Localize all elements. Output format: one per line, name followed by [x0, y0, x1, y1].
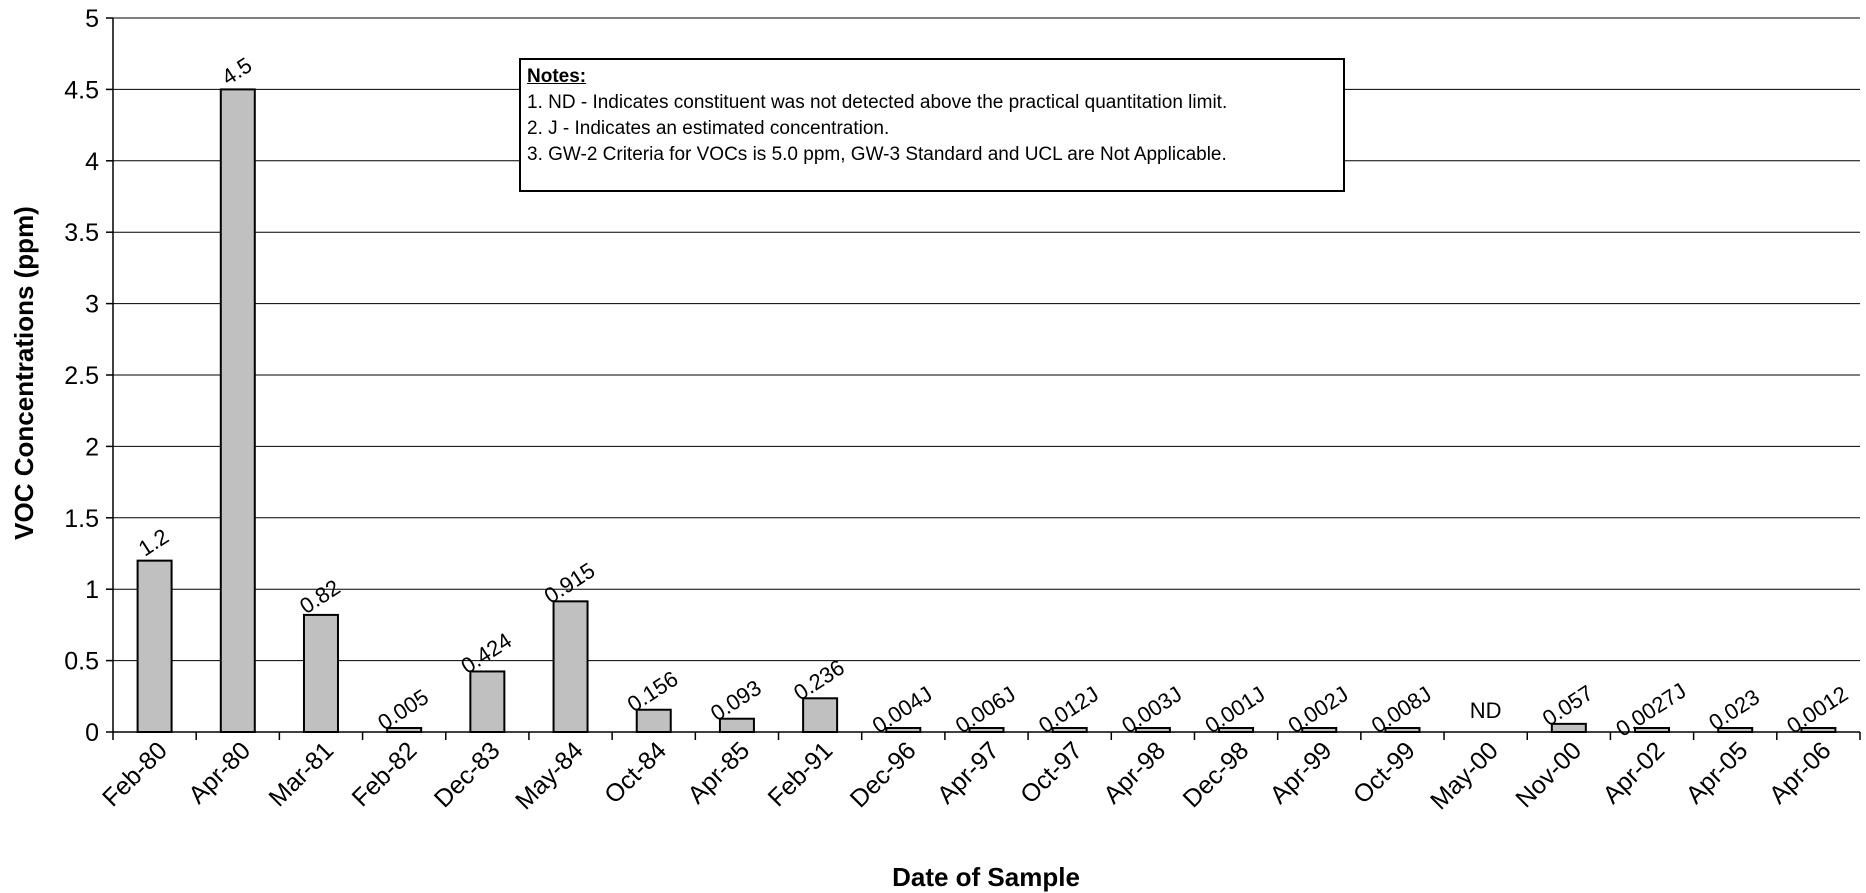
y-tick-label: 4 [85, 148, 99, 176]
y-tick-label: 1.5 [64, 505, 99, 533]
x-tick-label: May-00 [1425, 736, 1504, 815]
note-item-3: 3. GW-2 Criteria for VOCs is 5.0 ppm, GW… [527, 144, 1227, 165]
notes-box: Notes: 1. ND - Indicates constituent was… [519, 58, 1345, 192]
x-tick-label: Apr-99 [1265, 736, 1338, 809]
data-label: 4.5 [217, 52, 256, 90]
x-tick-label: Apr-97 [932, 736, 1005, 809]
x-tick-label: Apr-80 [183, 736, 256, 809]
x-tick-label: Dec-83 [429, 736, 506, 813]
x-tick-label: Dec-98 [1178, 736, 1255, 813]
y-axis-title: VOC Concentrations (ppm) [9, 206, 39, 540]
y-tick-label: 1 [85, 576, 99, 604]
x-tick-label: Oct-84 [599, 736, 672, 809]
x-tick-label: Apr-06 [1764, 736, 1837, 809]
y-tick-label: 3 [85, 291, 99, 319]
bar [302, 613, 339, 733]
data-label: ND [1470, 698, 1502, 723]
x-tick-label: Feb-80 [97, 736, 173, 812]
notes-title: Notes: [527, 66, 587, 87]
x-tick-label: Apr-05 [1681, 736, 1754, 809]
x-tick-label: Mar-81 [263, 736, 339, 812]
x-tick-label: Apr-85 [682, 736, 755, 809]
data-label: 1.2 [134, 524, 173, 562]
axes [106, 17, 1861, 740]
bar [136, 559, 173, 734]
x-tick-label: Dec-96 [845, 736, 922, 813]
data-label: 0.82 [295, 574, 345, 618]
x-axis-title: Date of Sample [892, 862, 1080, 892]
bar [469, 670, 506, 734]
x-tick-label: Apr-02 [1597, 736, 1670, 809]
y-tick-label: 0 [85, 719, 99, 747]
bar [802, 697, 839, 733]
bar [219, 88, 256, 733]
x-tick-label: Oct-99 [1348, 736, 1421, 809]
note-item-2: 2. J - Indicates an estimated concentrat… [527, 118, 890, 139]
note-item-1: 1. ND - Indicates constituent was not de… [527, 92, 1228, 113]
x-tick-label: Nov-00 [1510, 736, 1587, 813]
y-tick-label: 2 [85, 433, 99, 461]
x-tick-label: Oct-97 [1015, 736, 1088, 809]
y-tick-label: 0.5 [64, 648, 99, 676]
x-tick-label: Feb-91 [763, 736, 839, 812]
y-tick-label: 5 [85, 5, 99, 33]
y-tick-label: 4.5 [64, 76, 99, 104]
y-tick-label: 2.5 [64, 362, 99, 390]
x-tick-label: Apr-98 [1098, 736, 1171, 809]
x-tick-label: May-84 [510, 736, 589, 815]
bar [552, 600, 589, 734]
x-tick-labels: Feb-80 Apr-80 Mar-81 Feb-82 Dec-83 May-84 Oct-… [97, 736, 1837, 815]
y-tick-label: 3.5 [64, 219, 99, 247]
x-tick-label: Feb-82 [347, 736, 423, 812]
y-tick-labels: 0 0.5 1 1.5 2 2.5 3 3.5 4 4.5 5 [64, 5, 99, 747]
